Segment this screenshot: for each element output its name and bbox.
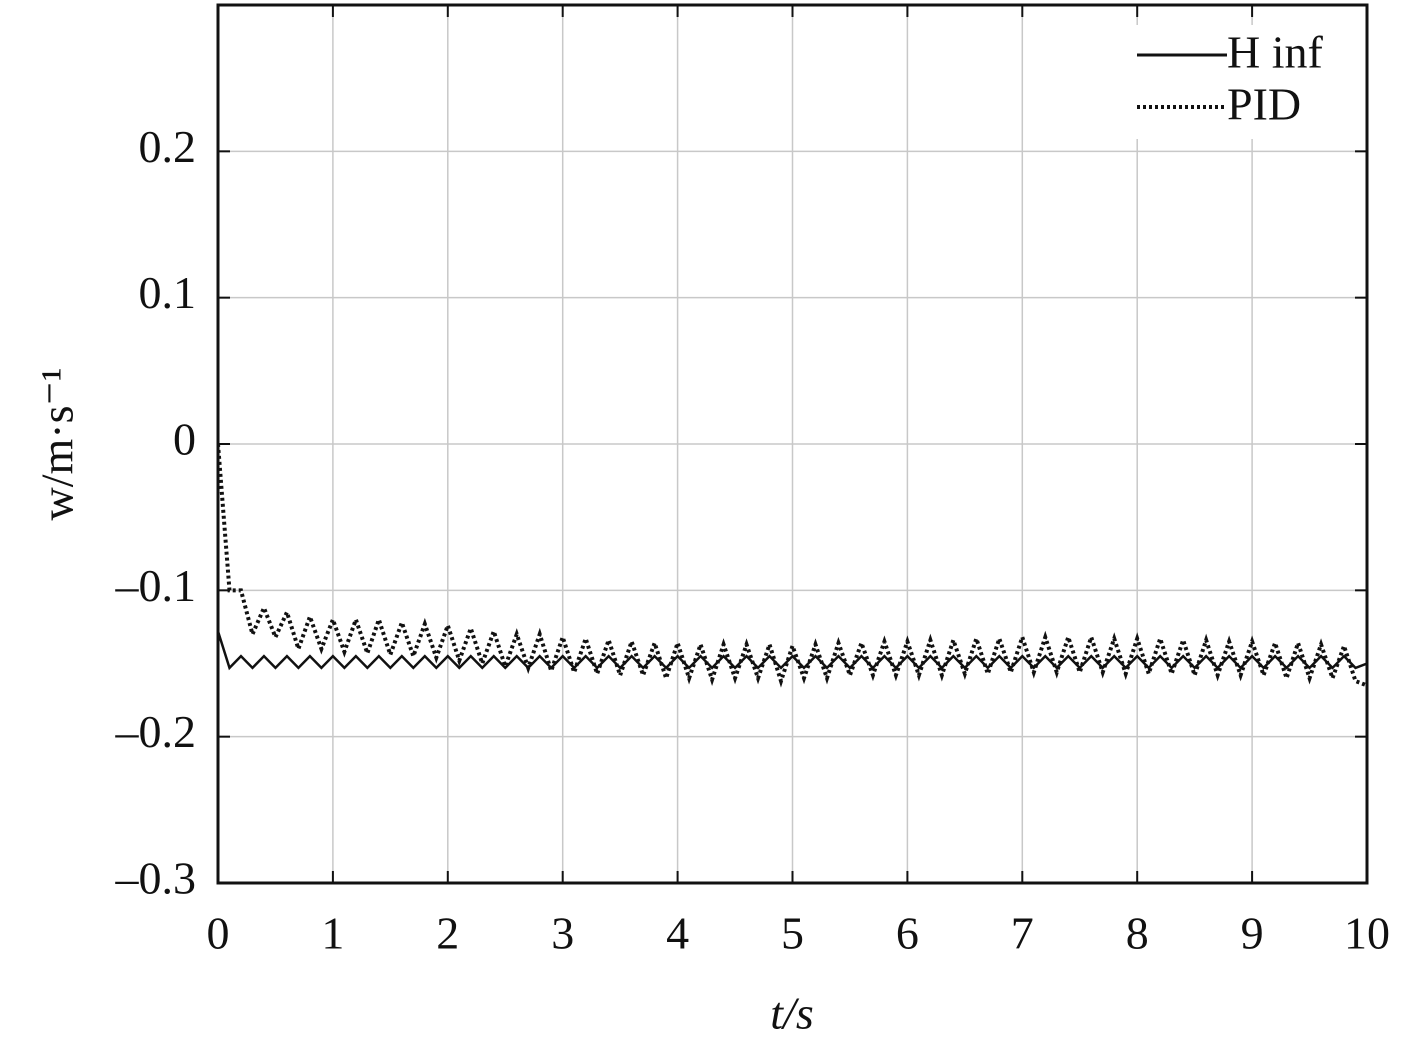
y-tick-label: 0.1	[139, 267, 197, 318]
legend-label: H inf	[1227, 27, 1324, 78]
y-axis-label: w/m·s⁻¹	[32, 367, 83, 520]
x-tick-label: 10	[1344, 908, 1390, 959]
plot-frame	[216, 3, 1369, 885]
x-tick-label: 4	[666, 908, 689, 959]
x-tick-label: 3	[551, 908, 574, 959]
x-tick-label: 6	[896, 908, 919, 959]
x-tick-label: 8	[1126, 908, 1149, 959]
x-axis-label: t/s	[770, 988, 813, 1039]
y-tick-label: –0.1	[115, 560, 197, 611]
y-tick-label: 0	[173, 414, 196, 465]
y-tick-label: –0.3	[115, 853, 197, 904]
data-line	[218, 630, 1367, 671]
x-tick-label: 5	[781, 908, 804, 959]
legend-label: PID	[1227, 79, 1301, 130]
y-tick-label: –0.2	[115, 706, 197, 757]
x-tick-label: 0	[207, 908, 230, 959]
x-tick-label: 9	[1241, 908, 1264, 959]
x-tick-label: 1	[321, 908, 344, 959]
x-tick-label: 7	[1011, 908, 1034, 959]
y-tick-label: 0.2	[139, 121, 197, 172]
legend-box	[1117, 25, 1357, 139]
x-tick-label: 2	[436, 908, 459, 959]
